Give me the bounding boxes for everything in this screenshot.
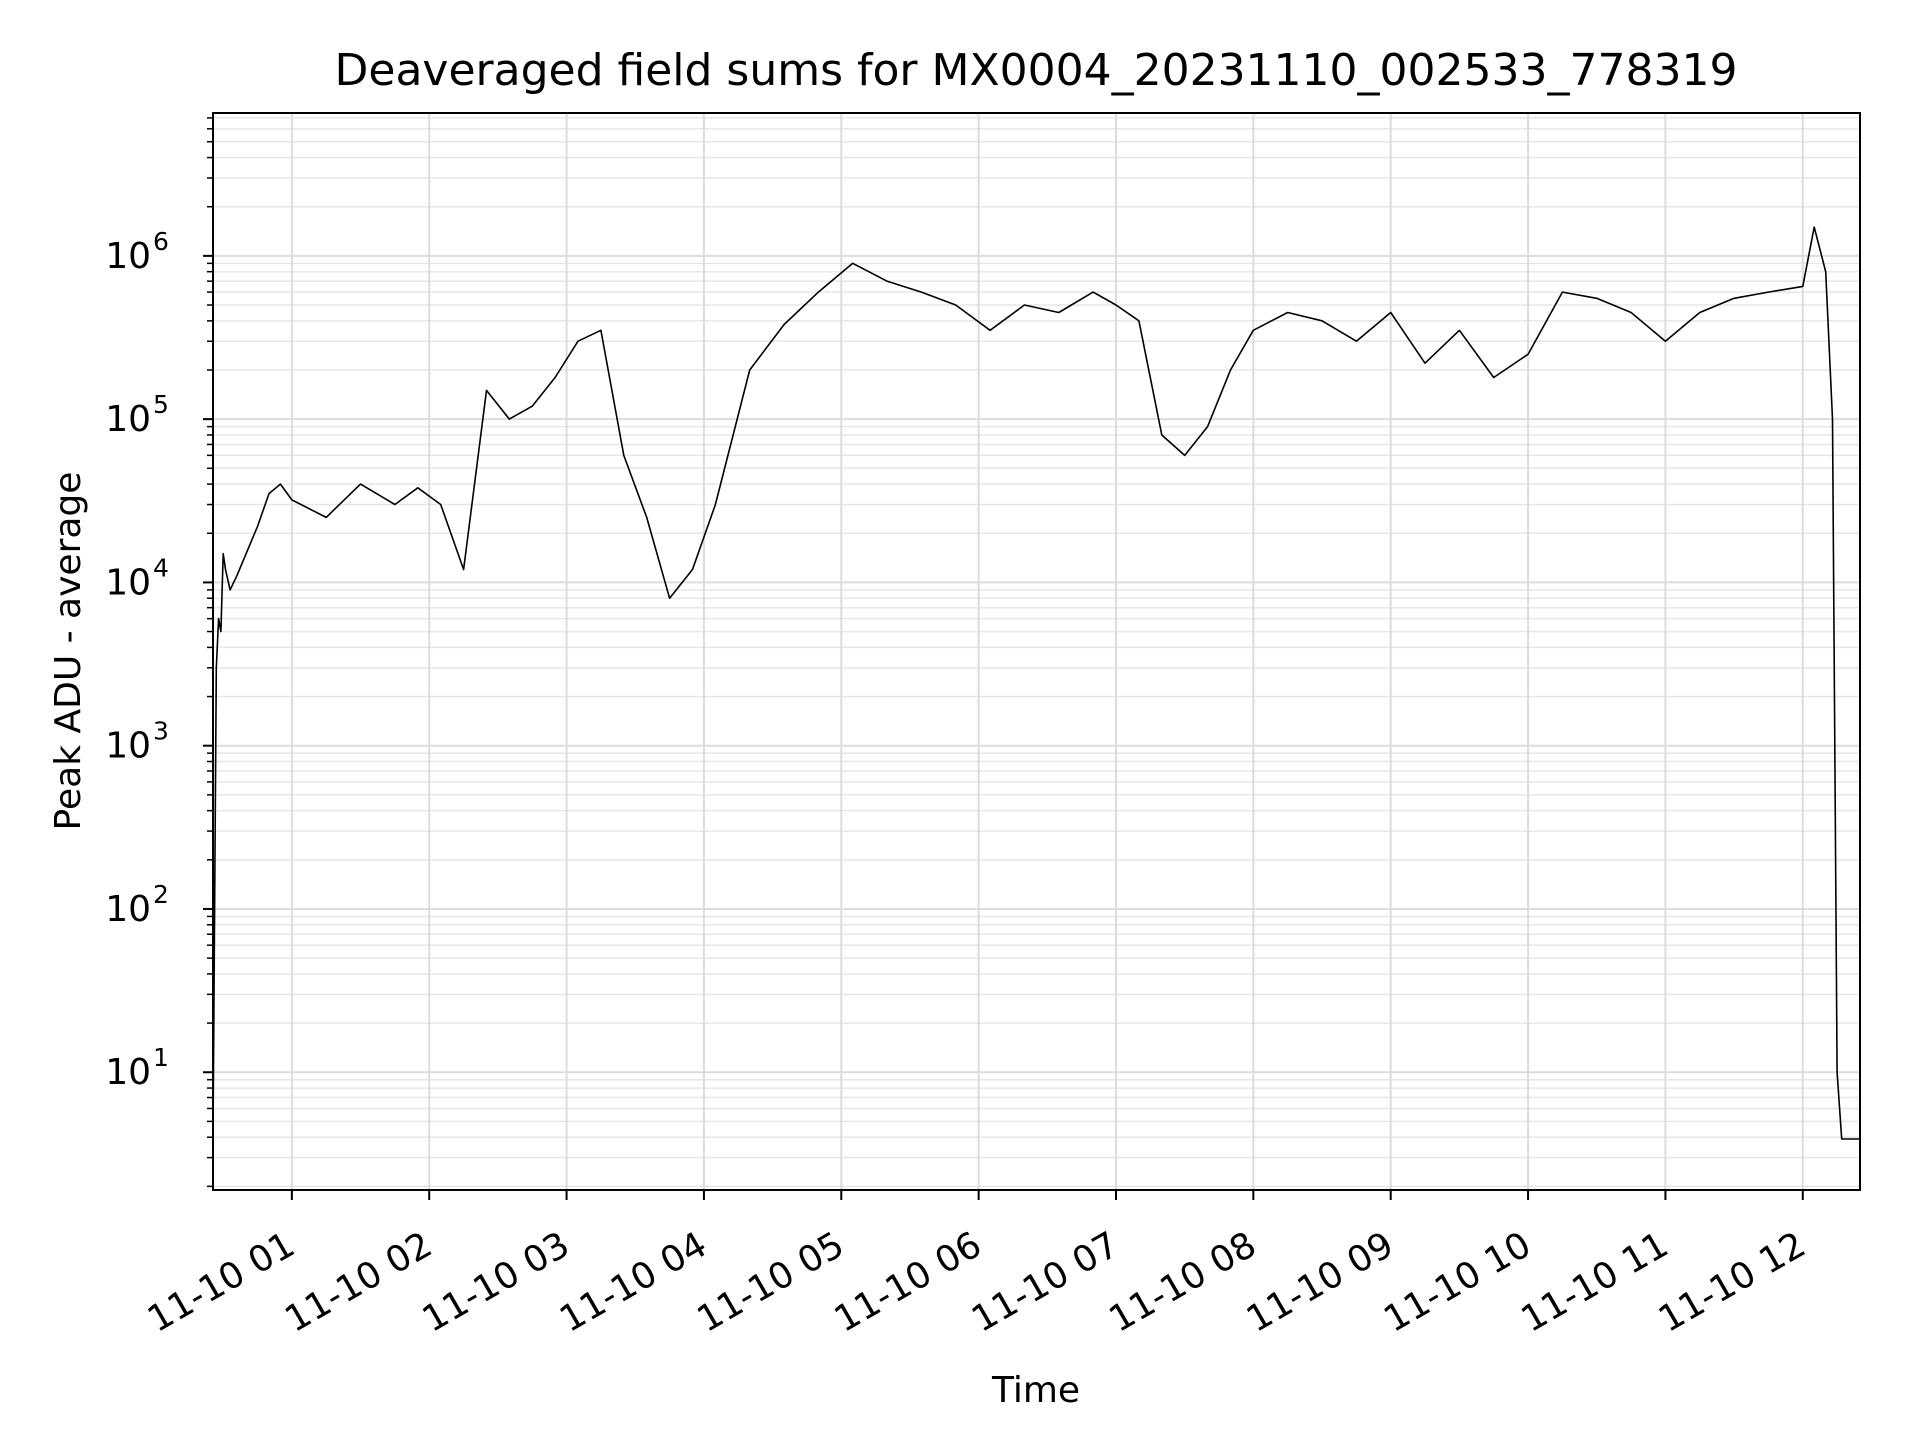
x-axis-label: Time [991, 1370, 1080, 1411]
y-tick-exponent: 3 [153, 717, 169, 746]
y-tick-exponent: 5 [153, 390, 169, 419]
y-tick-label: 10 [105, 562, 151, 603]
y-tick-exponent: 2 [153, 880, 169, 909]
y-tick-exponent: 4 [153, 553, 169, 582]
y-tick-exponent: 1 [153, 1043, 169, 1072]
y-tick-label: 10 [105, 236, 151, 277]
y-axis-label: Peak ADU - average [48, 472, 89, 831]
chart-title: Deaveraged field sums for MX0004_2023111… [335, 45, 1738, 96]
series-layer [212, 226, 1860, 1140]
y-tick-exponent: 6 [153, 227, 169, 256]
series-line [212, 226, 1860, 1140]
y-tick-label: 10 [105, 1052, 151, 1093]
y-tick-label: 10 [105, 726, 151, 767]
plot-frame [212, 112, 1861, 1191]
grid [213, 113, 1860, 1190]
y-tick-label: 10 [105, 399, 151, 440]
y-tick-label: 10 [105, 889, 151, 930]
